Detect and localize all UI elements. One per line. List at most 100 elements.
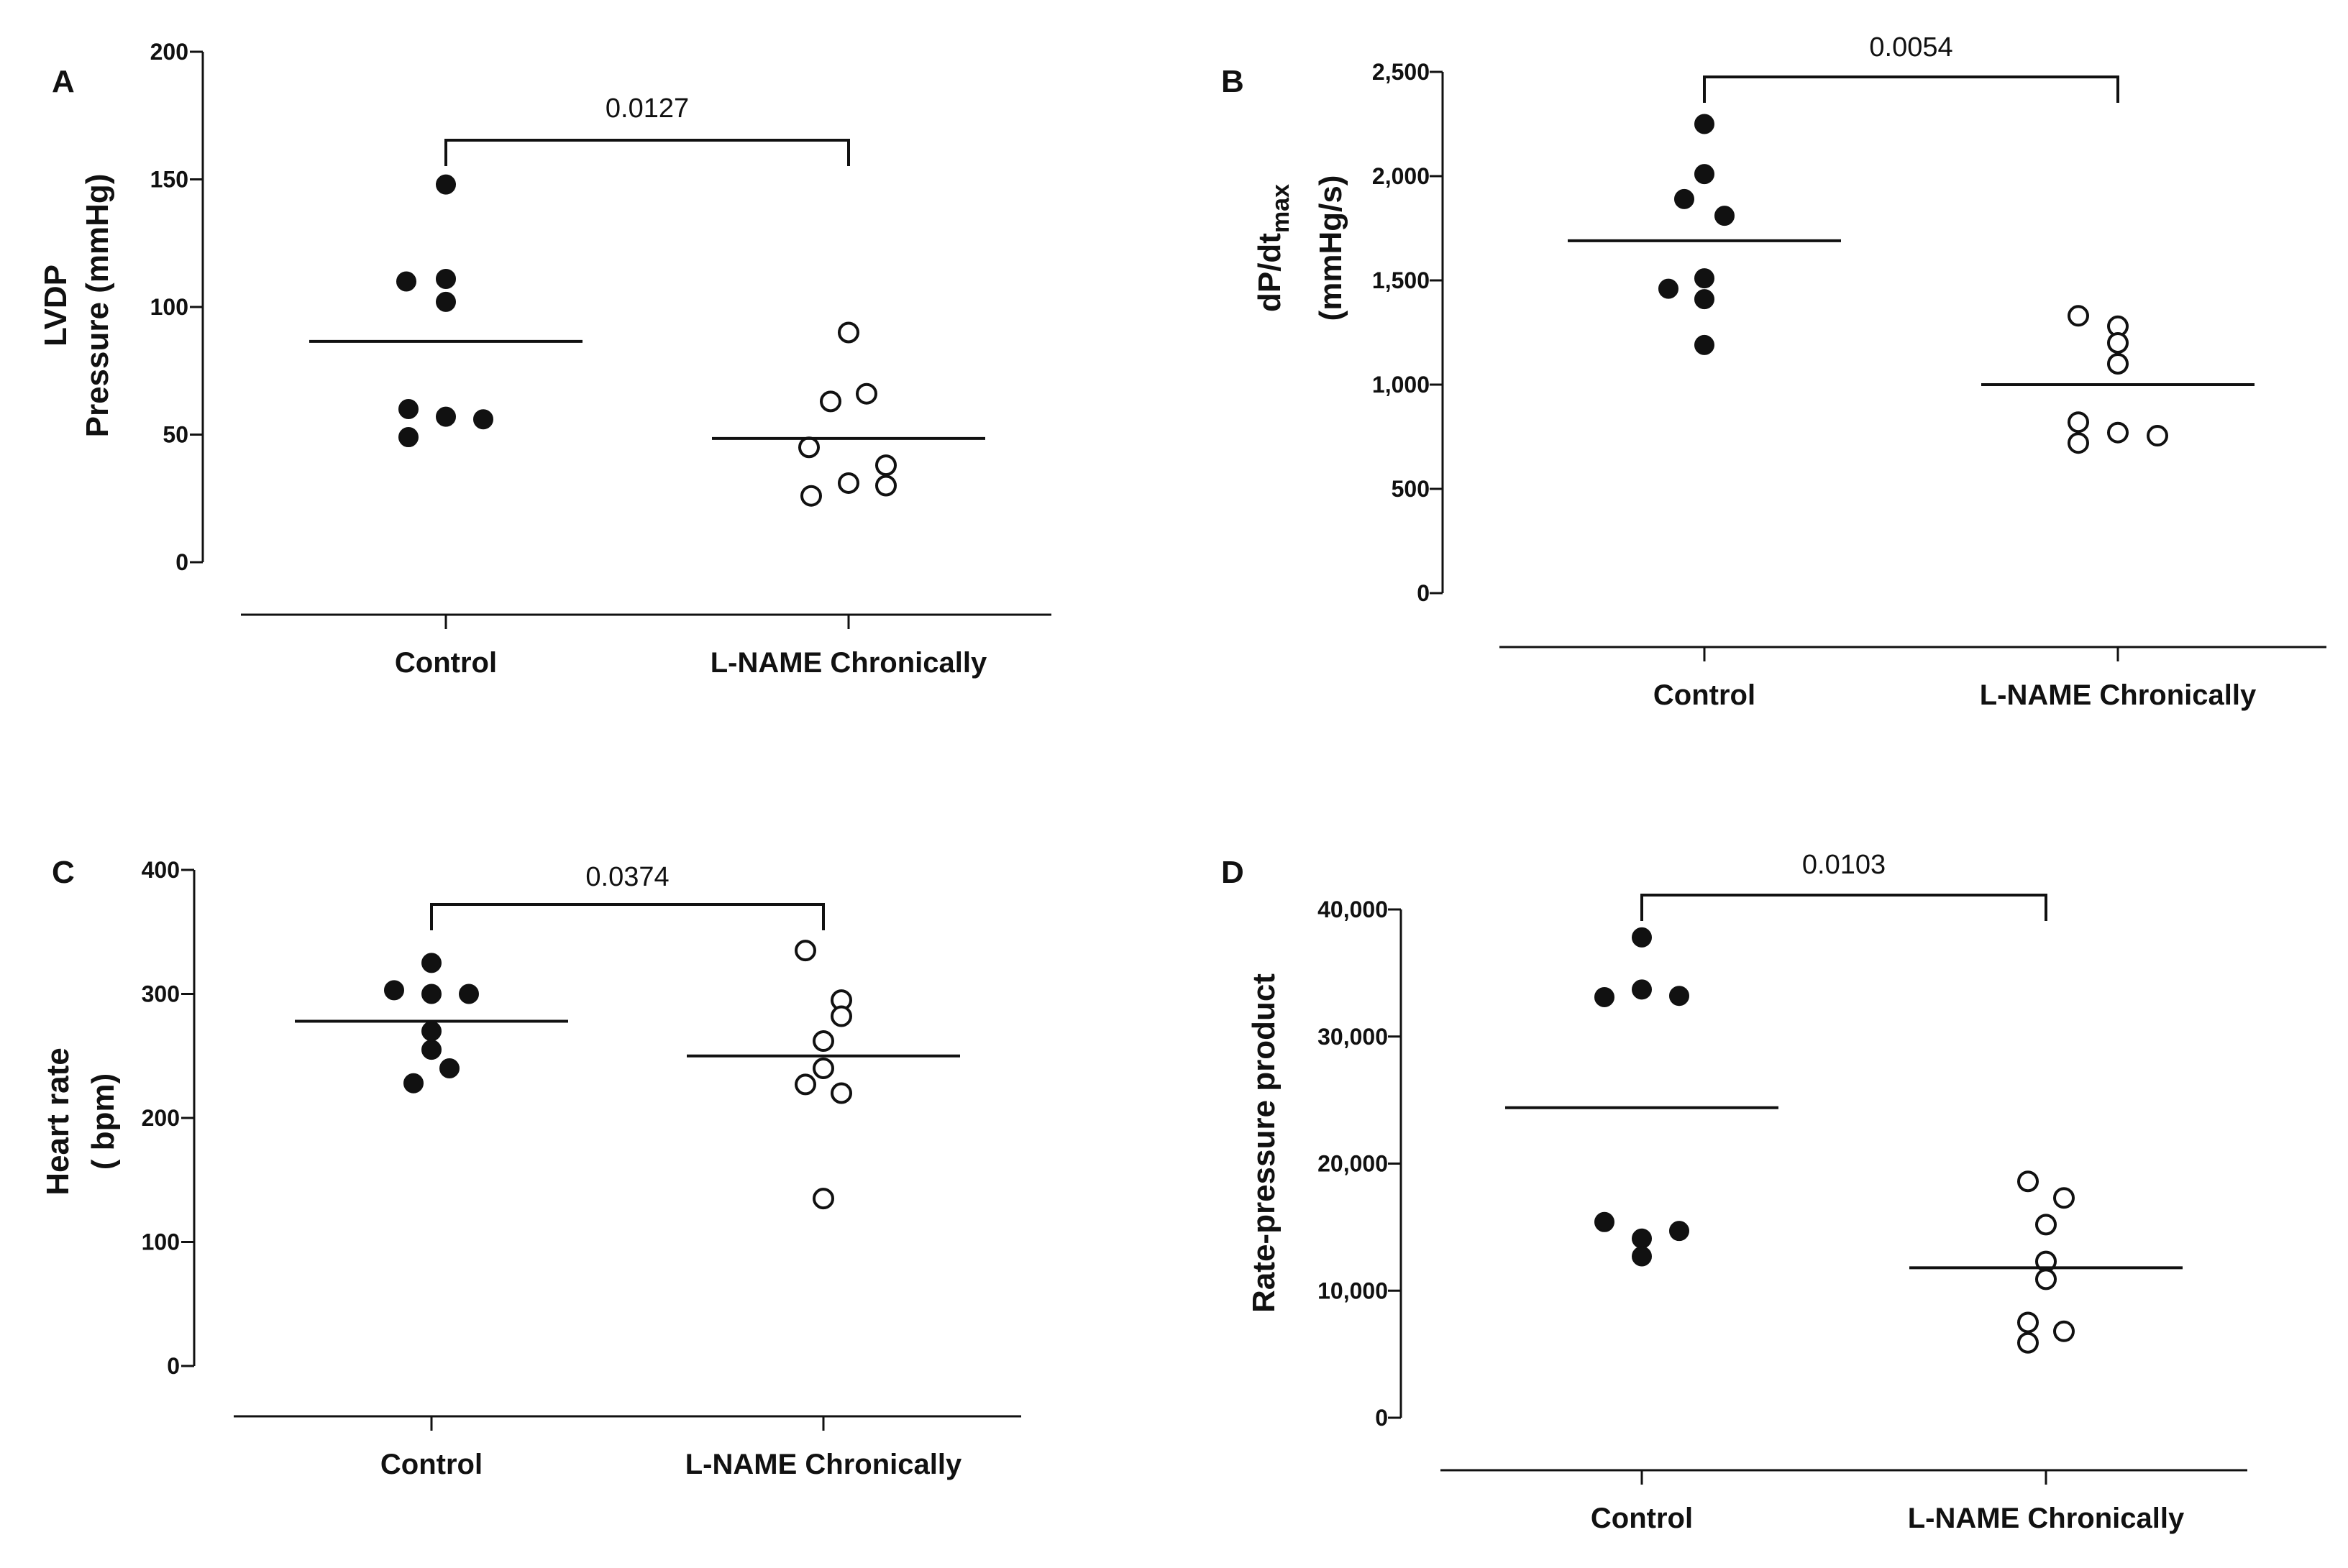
- y-tick-label: 1,500: [1372, 267, 1430, 293]
- data-point-lname: [795, 1073, 816, 1096]
- x-category-label: L-NAME Chronically: [685, 1449, 962, 1480]
- y-tick-label: 300: [142, 981, 180, 1007]
- data-point-control: [459, 984, 479, 1004]
- panel-letter: C: [52, 855, 75, 890]
- panel-c: C 0 100 200 300 400 Control L-NAME Chronically H…: [40, 855, 1021, 1480]
- y-tick-label: 0: [175, 549, 188, 575]
- significance-bracket: [1703, 75, 2119, 103]
- data-point-lname: [820, 390, 841, 413]
- significance-bracket: [444, 139, 850, 166]
- data-point-control: [436, 406, 456, 427]
- y-tick-label: 400: [142, 857, 180, 883]
- y-tick-label: 150: [150, 167, 188, 193]
- data-point-lname: [2107, 353, 2129, 375]
- x-category-label: Control: [395, 647, 497, 679]
- data-point-control: [1674, 188, 1694, 209]
- data-point-control: [473, 409, 493, 430]
- data-point-lname: [2053, 1320, 2075, 1342]
- data-point-lname: [2035, 1268, 2057, 1290]
- data-point-control: [398, 427, 419, 448]
- x-category-label: L-NAME Chronically: [711, 647, 987, 679]
- data-point-control: [1714, 206, 1735, 226]
- panel-a: A 0 50 100 150 200 Control L-NAME Chronically LV…: [38, 39, 1051, 679]
- data-point-control: [421, 984, 442, 1004]
- data-point-control: [1694, 114, 1714, 134]
- significance-bracket: [1640, 894, 2047, 921]
- data-point-lname: [800, 485, 822, 507]
- p-value-label: 0.0054: [1869, 32, 1952, 63]
- data-point-control: [421, 1021, 442, 1042]
- x-category-label: Control: [1653, 679, 1755, 711]
- y-tick-label: 0: [1375, 1405, 1388, 1431]
- y-axis-label: Heart rate: [40, 1047, 76, 1195]
- data-point-lname: [875, 474, 897, 497]
- data-point-control: [1594, 986, 1614, 1007]
- data-point-control: [1632, 979, 1652, 1000]
- y-tick-label: 2,000: [1372, 163, 1430, 189]
- data-point-control: [421, 953, 442, 973]
- y-tick-label: 20,000: [1317, 1151, 1388, 1177]
- y-tick-label: 200: [142, 1105, 180, 1131]
- y-tick-label: 40,000: [1317, 897, 1388, 922]
- data-point-control: [1669, 986, 1689, 1007]
- panel-letter: D: [1221, 855, 1244, 890]
- data-point-lname: [838, 321, 859, 344]
- x-category-label: L-NAME Chronically: [1980, 679, 2257, 711]
- data-point-lname: [795, 940, 816, 962]
- data-point-control: [403, 1073, 424, 1094]
- data-point-lname: [2147, 425, 2168, 447]
- y-tick-label: 0: [1417, 580, 1430, 606]
- data-point-lname: [813, 1188, 834, 1210]
- p-value-label: 0.0127: [606, 93, 689, 124]
- data-point-lname: [2068, 305, 2089, 327]
- x-category-label: L-NAME Chronically: [1908, 1503, 2185, 1534]
- data-point-control: [1694, 268, 1714, 289]
- data-point-control: [436, 291, 456, 312]
- data-point-control: [1632, 927, 1652, 948]
- data-point-control: [1669, 1221, 1689, 1242]
- data-point-lname: [2017, 1331, 2039, 1354]
- data-point-lname: [2068, 432, 2089, 454]
- panel-letter: B: [1221, 64, 1244, 99]
- y-axis-label: Pressure (mmHg): [80, 174, 115, 438]
- data-point-lname: [2053, 1187, 2075, 1209]
- data-point-lname: [875, 454, 897, 477]
- y-tick-label: 30,000: [1317, 1024, 1388, 1050]
- data-point-lname: [856, 382, 877, 405]
- y-axis-label: (mmHg/s): [1313, 175, 1348, 321]
- panel-b: B 0 500 1,000 1,500 2,000 2,500 Control L-NAME C…: [1221, 32, 2326, 711]
- data-point-lname: [2017, 1170, 2039, 1193]
- data-point-lname: [2035, 1214, 2057, 1236]
- data-point-control: [384, 980, 404, 1001]
- data-point-control: [1694, 289, 1714, 310]
- y-axis-label: Rate-pressure product: [1246, 973, 1282, 1313]
- y-tick-label: 1,000: [1372, 372, 1430, 398]
- panel-letter: A: [52, 64, 75, 99]
- data-point-lname: [813, 1030, 834, 1053]
- panel-d: D 0 10,000 20,000 30,000 40,000 Control L-NAME …: [1221, 850, 2247, 1534]
- data-point-lname: [2017, 1311, 2039, 1334]
- data-point-control: [436, 174, 456, 195]
- y-tick-label: 100: [142, 1229, 180, 1255]
- data-point-control: [1632, 1228, 1652, 1249]
- data-point-lname: [798, 436, 820, 459]
- data-point-lname: [838, 472, 859, 494]
- p-value-label: 0.0103: [1802, 850, 1886, 880]
- y-tick-label: 10,000: [1317, 1278, 1388, 1303]
- data-point-lname: [831, 1005, 852, 1027]
- y-axis-label: dP/dtmax: [1252, 184, 1294, 312]
- data-point-control: [1694, 334, 1714, 355]
- data-point-control: [398, 399, 419, 419]
- data-point-control: [439, 1058, 460, 1078]
- significance-bracket: [430, 903, 825, 930]
- x-category-label: Control: [380, 1449, 483, 1480]
- data-point-control: [396, 271, 416, 292]
- y-tick-label: 100: [150, 294, 188, 320]
- y-tick-label: 2,500: [1372, 59, 1430, 85]
- x-category-label: Control: [1591, 1503, 1693, 1534]
- data-point-control: [1658, 278, 1678, 299]
- data-point-lname: [2107, 332, 2129, 354]
- y-tick-label: 50: [163, 422, 188, 448]
- data-point-lname: [813, 1058, 834, 1079]
